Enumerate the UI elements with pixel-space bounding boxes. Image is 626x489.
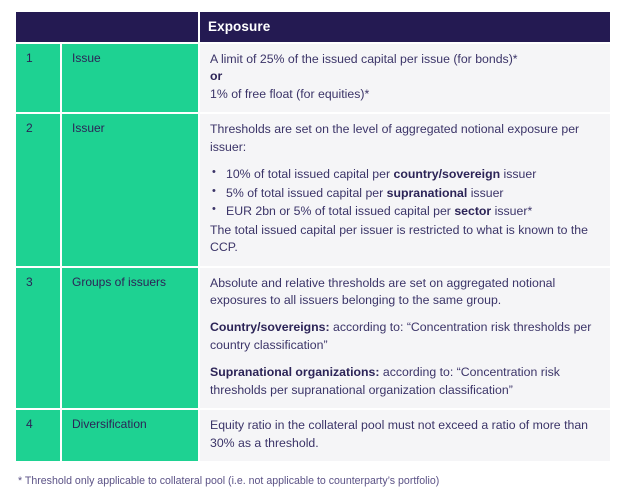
row2-bullet1-pre: 10% of total issued capital per [226, 167, 394, 182]
table-row: 4 Diversification Equity ratio in the co… [16, 410, 610, 462]
row2-closing: The total issued capital per issuer is r… [210, 222, 588, 255]
row1-or: or [210, 69, 223, 84]
row3-para3-rest: according to: “Concentration risk thresh… [210, 365, 560, 397]
exposure-table: Exposure 1 Issue A limit of 25% of the i… [14, 10, 612, 463]
row3-para2: Country/sovereigns: according to: “Conce… [210, 319, 600, 354]
row3-para3-bold: Supranational organizations: [210, 365, 380, 380]
list-item: 5% of total issued capital per supranati… [210, 184, 600, 202]
row4-text: Equity ratio in the collateral pool must… [210, 418, 588, 450]
row-number-3: 3 [16, 267, 60, 409]
table-row: 1 Issue A limit of 25% of the issued cap… [16, 44, 610, 113]
row2-bullet2-post: issuer [467, 185, 504, 200]
row2-bullet3-pre: EUR 2bn or 5% of total issued capital pe… [226, 204, 455, 219]
row2-bullet2-pre: 5% of total issued capital per [226, 185, 387, 200]
row1-line1: A limit of 25% of the issued capital per… [210, 52, 518, 66]
row-body-1: A limit of 25% of the issued capital per… [200, 44, 610, 113]
row-number-4: 4 [16, 410, 60, 462]
row-body-3: Absolute and relative thresholds are set… [200, 267, 610, 409]
row2-bullet3-bold: sector [454, 204, 492, 219]
row-topic-4: Diversification [62, 410, 198, 462]
list-item: EUR 2bn or 5% of total issued capital pe… [210, 202, 600, 220]
row3-intro: Absolute and relative thresholds are set… [210, 275, 556, 307]
row3-para3: Supranational organizations: according t… [210, 364, 600, 399]
table-row: 3 Groups of issuers Absolute and relativ… [16, 267, 610, 409]
row-number-2: 2 [16, 114, 60, 266]
row2-intro: Thresholds are set on the level of aggre… [210, 122, 580, 154]
row2-bullet2-bold: supranational [386, 185, 468, 200]
row2-bullet1-post: issuer [500, 167, 537, 182]
table-header-row: Exposure [16, 12, 610, 42]
table-row: 2 Issuer Thresholds are set on the level… [16, 114, 610, 266]
row-topic-3: Groups of issuers [62, 267, 198, 409]
row-body-2: Thresholds are set on the level of aggre… [200, 114, 610, 266]
row-topic-1: Issue [62, 44, 198, 113]
row3-para2-bold: Country/sovereigns: [210, 320, 330, 335]
row2-bullet3-post: issuer* [491, 204, 533, 219]
exposure-table-page: Exposure 1 Issue A limit of 25% of the i… [0, 0, 626, 468]
list-item: 10% of total issued capital per country/… [210, 165, 600, 183]
header-blank-cell [16, 12, 198, 42]
row-topic-2: Issuer [62, 114, 198, 266]
row1-line2: 1% of free float (for equities)* [210, 86, 370, 101]
row-number-1: 1 [16, 44, 60, 113]
footnote: * Threshold only applicable to collatera… [18, 475, 440, 488]
row-body-4: Equity ratio in the collateral pool must… [200, 410, 610, 462]
row2-bullet-list: 10% of total issued capital per country/… [210, 165, 600, 220]
row3-para2-rest: according to: “Concentration risk thresh… [210, 320, 592, 352]
row2-bullet1-bold: country/sovereign [393, 167, 501, 182]
header-exposure-cell: Exposure [200, 12, 610, 42]
